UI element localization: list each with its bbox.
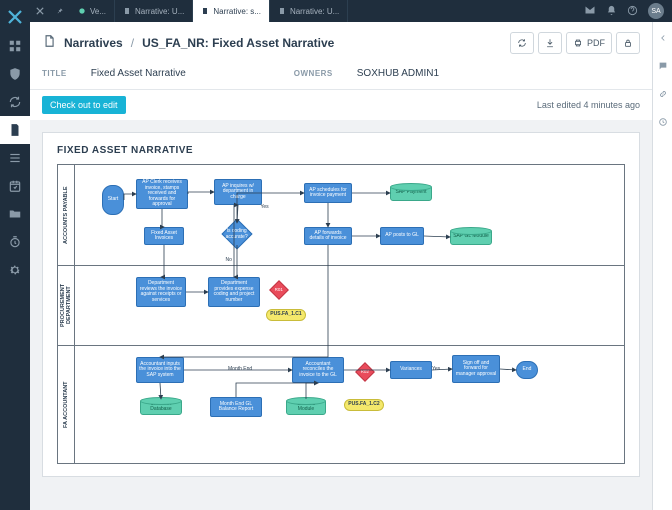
- flow-node-cy2: SAP GL Module: [450, 229, 492, 245]
- lane-label: ACCOUNTS PAYABLE: [60, 165, 72, 265]
- edge-label: Yes: [261, 204, 269, 210]
- tab-label: Ve...: [90, 7, 106, 16]
- tab-0[interactable]: Ve...: [70, 0, 115, 22]
- nav-shield[interactable]: [0, 60, 30, 88]
- breadcrumb-root[interactable]: Narratives: [64, 36, 123, 50]
- flow-node-r2: R02: [355, 362, 375, 382]
- rail-comment-icon[interactable]: [658, 58, 668, 76]
- tab-close-all[interactable]: [30, 0, 50, 22]
- rail-link-icon[interactable]: [658, 86, 668, 104]
- main-column: Ve... Narrative: U... Narrative: s... Na…: [30, 0, 672, 510]
- flow-node-r1: R01: [269, 280, 289, 300]
- flow-node-cy4: SAP GL Module: [286, 399, 326, 415]
- flow-node-end: End: [516, 361, 538, 379]
- edge-label: Yes: [432, 366, 440, 372]
- flow-node-cy1: SAP Payment: [390, 185, 432, 201]
- refresh-button[interactable]: [510, 32, 534, 54]
- page-content: Narratives / US_FA_NR: Fixed Asset Narra…: [30, 22, 652, 510]
- nav-gear[interactable]: [0, 256, 30, 284]
- flow-node-f3: Accountant reconciles the invoice to the…: [292, 357, 344, 383]
- mail-icon[interactable]: [584, 4, 596, 18]
- meta-owners-value: SOXHUB ADMIN1: [357, 68, 439, 79]
- flow-node-n5: AP forwards details of invoice: [304, 227, 352, 245]
- nav-calendar[interactable]: [0, 172, 30, 200]
- last-edited-label: Last edited 4 minutes ago: [537, 100, 640, 110]
- tab-label: Narrative: U...: [135, 7, 184, 16]
- breadcrumb-sep: /: [131, 36, 134, 50]
- tab-2[interactable]: Narrative: s...: [193, 0, 270, 22]
- checkout-button[interactable]: Check out to edit: [42, 96, 126, 114]
- tab-label: Narrative: s...: [213, 7, 261, 16]
- flow-node-n6: AP posts to GL: [380, 227, 424, 245]
- flow-node-c2: PUS.FA_1.C2: [344, 399, 384, 411]
- rail-expand-icon[interactable]: [658, 30, 668, 48]
- nav-document[interactable]: [0, 116, 30, 144]
- left-sidebar: [0, 0, 30, 510]
- meta-row: TITLE Fixed Asset Narrative OWNERS SOXHU…: [30, 62, 652, 90]
- status-bar: Check out to edit Last edited 4 minutes …: [30, 90, 652, 120]
- edge-label: Month End: [228, 366, 252, 372]
- meta-title-label: TITLE: [42, 69, 67, 78]
- flow-node-f1: Accountant inputs the invoice into the S…: [136, 357, 184, 383]
- nav-folder[interactable]: [0, 200, 30, 228]
- flow-node-d1: Is coding accurate?: [221, 218, 252, 249]
- flow-node-n2: Fixed Asset Invoices: [144, 227, 184, 245]
- flow-node-f4: Variances: [390, 361, 432, 379]
- rail-history-icon[interactable]: [658, 114, 668, 132]
- flow-node-c1: PUS.FA_1.C1: [266, 309, 306, 321]
- nav-dashboard[interactable]: [0, 32, 30, 60]
- download-button[interactable]: [538, 32, 562, 54]
- flow-node-start: Start: [102, 185, 124, 215]
- flow-node-n4: AP schedules for invoice payment: [304, 183, 352, 203]
- flow-node-f5: Sign off and forward for manager approva…: [452, 355, 500, 383]
- flowchart: ACCOUNTS PAYABLEPROCUREMENT DEPARTMENTFA…: [57, 164, 625, 464]
- document-area: FIXED ASSET NARRATIVE ACCOUNTS PAYABLEPR…: [30, 120, 652, 510]
- topbar-right: SA: [584, 0, 672, 22]
- flow-node-n1: AP Clerk receives invoice, stamps receiv…: [136, 179, 188, 209]
- lock-button[interactable]: [616, 32, 640, 54]
- flow-node-n3: AP inquires w/ department in charge: [214, 179, 262, 205]
- flow-node-cy3: SAP FAR Database: [140, 399, 182, 415]
- bell-icon[interactable]: [606, 5, 617, 18]
- pdf-button[interactable]: PDF: [566, 32, 612, 54]
- document-sheet: FIXED ASSET NARRATIVE ACCOUNTS PAYABLEPR…: [42, 132, 640, 477]
- right-rail: [652, 22, 672, 510]
- user-avatar[interactable]: SA: [648, 3, 664, 19]
- lane-label: PROCUREMENT DEPARTMENT: [60, 265, 72, 345]
- help-icon[interactable]: [627, 5, 638, 18]
- document-icon: [42, 34, 56, 53]
- tab-3[interactable]: Narrative: U...: [270, 0, 348, 22]
- meta-owners-label: OWNERS: [294, 69, 333, 78]
- page-toolbar: PDF: [510, 32, 640, 54]
- tab-1[interactable]: Narrative: U...: [115, 0, 193, 22]
- lane-label: FA ACCOUNTANT: [60, 345, 72, 465]
- breadcrumb-current: US_FA_NR: Fixed Asset Narrative: [142, 36, 334, 50]
- edge-label: No: [226, 257, 232, 263]
- document-title: FIXED ASSET NARRATIVE: [57, 145, 625, 156]
- flow-node-p2: Department provides expense coding and p…: [208, 277, 260, 307]
- tab-label: Narrative: U...: [290, 7, 339, 16]
- flow-node-p1: Department reviews the invoice against r…: [136, 277, 186, 307]
- meta-title-value: Fixed Asset Narrative: [91, 68, 186, 79]
- nav-list[interactable]: [0, 144, 30, 172]
- tab-pin[interactable]: [50, 0, 70, 22]
- breadcrumb-bar: Narratives / US_FA_NR: Fixed Asset Narra…: [30, 22, 652, 62]
- tab-strip: Ve... Narrative: U... Narrative: s... Na…: [30, 0, 672, 22]
- nav-refresh[interactable]: [0, 88, 30, 116]
- nav-clock[interactable]: [0, 228, 30, 256]
- app-logo-icon: [6, 8, 24, 26]
- flow-node-f2: Month End GL Balance Report: [210, 397, 262, 417]
